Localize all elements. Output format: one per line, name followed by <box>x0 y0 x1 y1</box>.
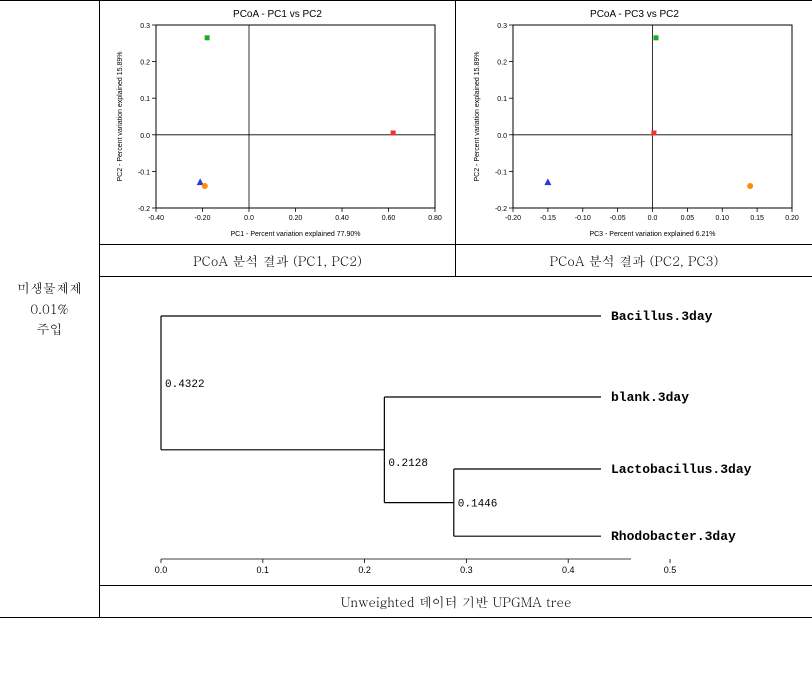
svg-text:-0.15: -0.15 <box>539 215 555 222</box>
svg-text:0.2: 0.2 <box>140 60 150 67</box>
svg-text:-0.05: -0.05 <box>609 215 625 222</box>
svg-text:0.1: 0.1 <box>140 96 150 103</box>
svg-text:0.1: 0.1 <box>257 565 270 575</box>
svg-text:PCoA - PC3 vs PC2: PCoA - PC3 vs PC2 <box>590 9 679 20</box>
svg-text:0.60: 0.60 <box>382 215 396 222</box>
upgma-tree: 0.4322 0.2128 0.1446 Bacillus.3day blank.3da… <box>111 281 801 581</box>
svg-text:-0.40: -0.40 <box>148 215 164 222</box>
svg-text:Lactobacillus.3day: Lactobacillus.3day <box>611 462 752 477</box>
svg-text:0.4: 0.4 <box>562 565 575 575</box>
svg-text:0.05: 0.05 <box>680 215 694 222</box>
figure-grid: 미생물제제 0.01% 주입 PCoA - PC1 vs PC2 -0.40 -0.… <box>0 0 812 618</box>
svg-text:0.0: 0.0 <box>140 133 150 140</box>
svg-text:PC2 - Percent variation explai: PC2 - Percent variation explained 15.89% <box>117 52 124 182</box>
svg-text:0.15: 0.15 <box>750 215 764 222</box>
pcoa2-cell: PCoA - PC3 vs PC2 -0.20 -0.15 -0.10 -0.05 0.0… <box>456 1 812 245</box>
svg-text:-0.10: -0.10 <box>574 215 590 222</box>
svg-text:Bacillus.3day: Bacillus.3day <box>611 309 713 324</box>
svg-text:0.20: 0.20 <box>289 215 303 222</box>
pcoa1-caption: PCoA 분석 결과 (PC1, PC2) <box>100 245 456 277</box>
svg-text:0.0: 0.0 <box>244 215 254 222</box>
svg-text:0.2: 0.2 <box>358 565 371 575</box>
svg-text:0.1: 0.1 <box>497 96 507 103</box>
svg-text:0.0: 0.0 <box>155 565 168 575</box>
pcoa2-caption: PCoA 분석 결과 (PC2, PC3) <box>456 245 812 277</box>
svg-text:0.2: 0.2 <box>497 60 507 67</box>
svg-text:0.80: 0.80 <box>428 215 442 222</box>
side-label-line-3: 주입 <box>17 319 82 340</box>
svg-text:0.40: 0.40 <box>335 215 349 222</box>
pcoa1-chart: PCoA - PC1 vs PC2 -0.40 -0.20 0.0 0.20 0.40 0.… <box>110 5 445 240</box>
side-label-line-1: 미생물제제 <box>17 278 82 299</box>
svg-text:0.10: 0.10 <box>715 215 729 222</box>
svg-text:Rhodobacter.3day: Rhodobacter.3day <box>611 529 736 544</box>
side-label-line-2: 0.01% <box>17 299 82 320</box>
svg-text:PC1 - Percent variation explai: PC1 - Percent variation explained 77.90% <box>231 231 361 238</box>
svg-text:PC2 - Percent variation explai: PC2 - Percent variation explained 15.89% <box>474 52 481 182</box>
svg-text:0.4322: 0.4322 <box>165 379 205 391</box>
svg-text:0.3: 0.3 <box>497 23 507 30</box>
tree-cell: 0.4322 0.2128 0.1446 Bacillus.3day blank.3da… <box>100 277 812 586</box>
svg-text:0.2128: 0.2128 <box>388 458 428 470</box>
svg-text:0.3: 0.3 <box>460 565 473 575</box>
svg-text:blank.3day: blank.3day <box>611 390 689 405</box>
svg-text:-0.1: -0.1 <box>494 169 506 176</box>
pcoa1-cell: PCoA - PC1 vs PC2 -0.40 -0.20 0.0 0.20 0.40 0.… <box>100 1 456 245</box>
side-label-cell: 미생물제제 0.01% 주입 <box>0 1 100 617</box>
svg-text:0.0: 0.0 <box>647 215 657 222</box>
svg-text:-0.1: -0.1 <box>138 169 150 176</box>
svg-text:0.20: 0.20 <box>785 215 799 222</box>
svg-text:0.1446: 0.1446 <box>458 499 498 511</box>
svg-text:PC3 - Percent variation explai: PC3 - Percent variation explained 6.21% <box>589 231 715 238</box>
svg-text:-0.2: -0.2 <box>138 206 150 213</box>
svg-text:0.3: 0.3 <box>140 23 150 30</box>
svg-text:PCoA - PC1 vs PC2: PCoA - PC1 vs PC2 <box>233 9 322 20</box>
svg-text:0.0: 0.0 <box>497 133 507 140</box>
pcoa2-chart: PCoA - PC3 vs PC2 -0.20 -0.15 -0.10 -0.05 0.0… <box>467 5 802 240</box>
svg-text:-0.20: -0.20 <box>505 215 521 222</box>
svg-text:-0.20: -0.20 <box>195 215 211 222</box>
svg-text:0.5: 0.5 <box>664 565 677 575</box>
svg-text:-0.2: -0.2 <box>494 206 506 213</box>
tree-caption: Unweighted 데이터 기반 UPGMA tree <box>100 586 812 617</box>
